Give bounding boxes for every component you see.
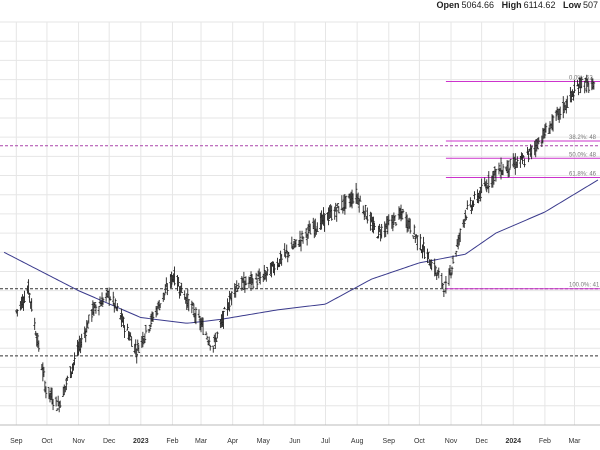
x-tick-label: Jul [321,438,330,445]
x-tick-label: Nov [72,438,85,445]
fibonacci-label: 38.2%: 48 [569,135,597,141]
fibonacci-label: 0.0%: 52 [569,75,593,81]
x-tick-label: 2024 [505,438,521,445]
fibonacci-label: 100.0%: 41 [569,283,600,289]
x-tick-label: 2023 [133,438,149,445]
fibonacci-levels: 0.0%: 52 38.2%: 48 50.0%: 48 61.8%: 46 100.0… [445,75,600,290]
x-tick-label: Oct [414,438,425,445]
x-tick-label: Sep [10,438,23,445]
x-tick-label: May [257,438,271,445]
low-value: 507 [582,0,598,10]
x-tick-label: Sep [383,438,396,445]
x-tick-label: Nov [445,438,458,445]
price-bars-layer[interactable] [15,74,596,413]
ohlc-header: Open 5064.66 High 6114.62 Low 507 [432,0,600,24]
x-tick-label: Jun [289,438,300,445]
x-tick-label: Dec [103,438,116,445]
x-tick-label: Aug [351,438,364,445]
x-tick-label: Mar [195,438,208,445]
high-label: High [501,0,522,10]
x-tick-label: Feb [539,438,551,445]
x-tick-label: Oct [41,438,52,445]
fibonacci-label: 50.0%: 48 [569,152,597,158]
high-value: 6114.62 [523,0,556,10]
x-tick-label: Apr [227,438,239,445]
open-label: Open [436,0,460,10]
low-label: Low [562,0,581,10]
fibonacci-label: 61.8%: 46 [569,171,597,177]
x-tick-label: Dec [475,438,488,445]
x-axis: Sep Oct Nov Dec 2023 Feb Mar Apr May Jun Jul Aug Sep… [0,424,600,445]
open-value: 5064.66 [461,0,495,10]
x-tick-label: Feb [166,438,178,445]
x-tick-label: Mar [568,438,581,445]
chart-grid [0,21,600,426]
